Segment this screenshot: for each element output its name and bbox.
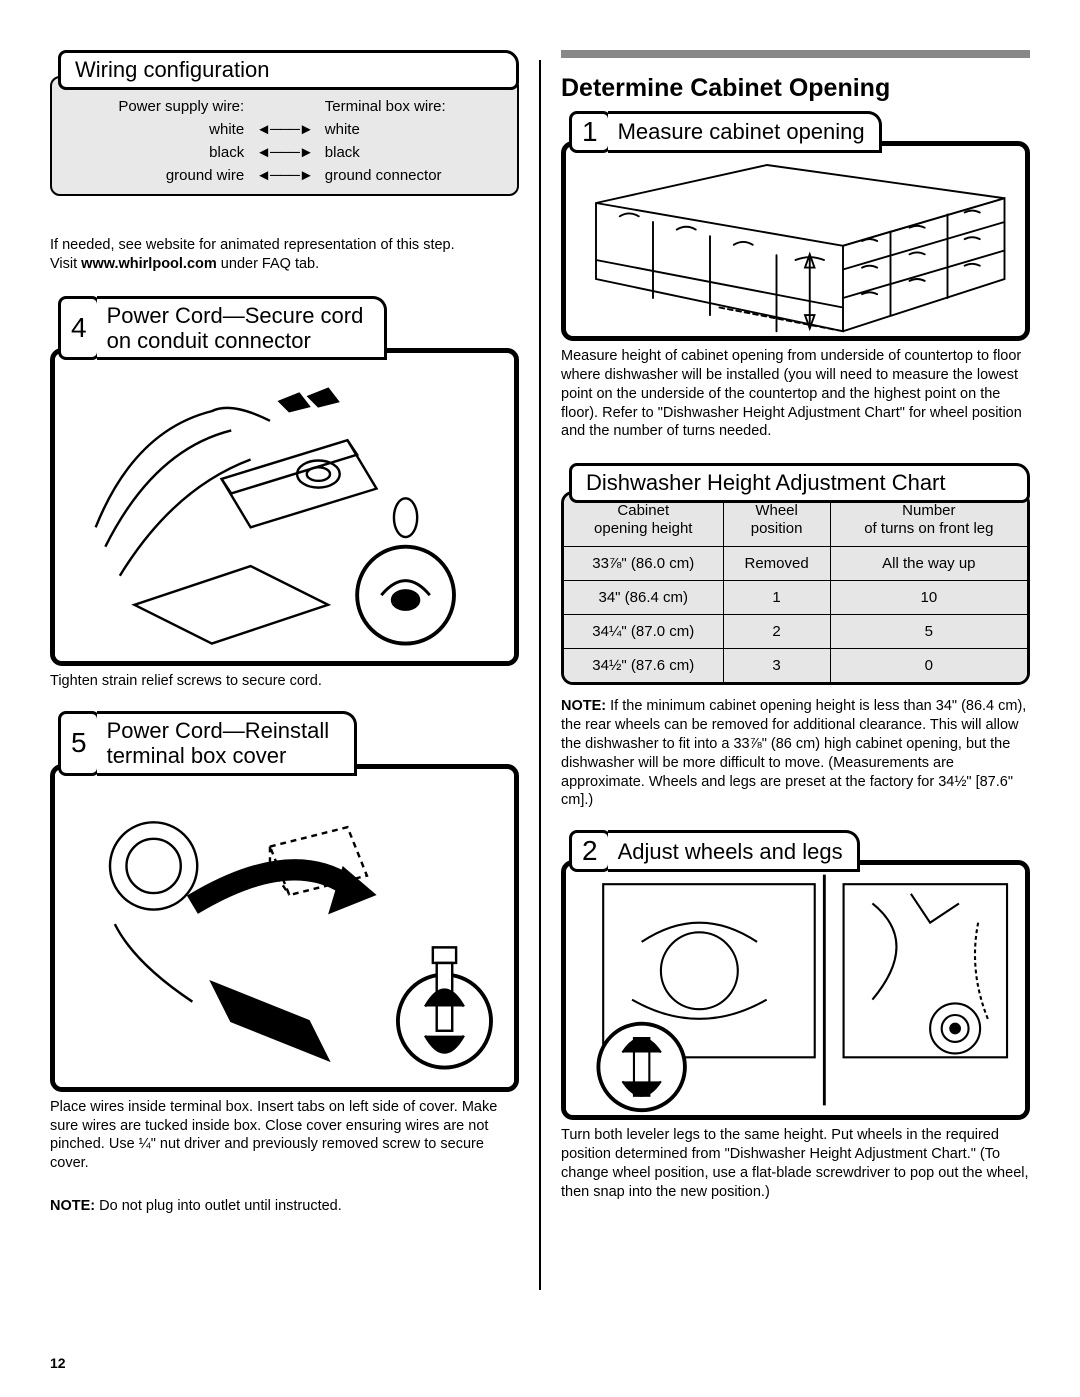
step1-illustration-frame (561, 141, 1030, 341)
website-note-suffix: under FAQ tab. (217, 256, 319, 272)
page-number: 12 (50, 1355, 66, 1371)
step5-illustration-frame (50, 764, 519, 1092)
step1-caption: Measure height of cabinet opening from u… (561, 347, 1030, 441)
terminal-box-diagram-icon (55, 353, 514, 661)
step1-header: 1 Measure cabinet opening (569, 111, 1030, 153)
step1-number: 1 (569, 111, 611, 153)
step4-illustration (55, 353, 514, 661)
left-column: Wiring configuration Power supply wire: T… (50, 50, 519, 1330)
wiring-config-box: Power supply wire: Terminal box wire: whit… (50, 76, 519, 196)
column-divider (539, 60, 541, 1290)
terminal-cover-diagram-icon (55, 769, 514, 1087)
step5-note: NOTE: Do not plug into outlet until inst… (50, 1197, 519, 1216)
website-note-prefix: Visit (50, 256, 81, 272)
table-cell: 34½" (87.6 cm) (564, 649, 723, 683)
table-cell: 5 (830, 615, 1027, 649)
table-cell: Removed (723, 547, 830, 581)
right-column: Determine Cabinet Opening 1 Measure cabi… (561, 50, 1030, 1330)
step5-illustration (55, 769, 514, 1087)
wiring-left-label: Power supply wire: (105, 98, 245, 115)
section-heading: Determine Cabinet Opening (561, 74, 1030, 103)
table-cell: All the way up (830, 547, 1027, 581)
height-adjustment-table: Cabinetopening heightWheelpositionNumber… (564, 494, 1027, 682)
wiring-arrow-icon: ◄───► (256, 144, 313, 161)
step1-title: Measure cabinet opening (608, 111, 882, 153)
step2-number: 2 (569, 830, 611, 872)
wiring-arrow-icon (256, 98, 313, 115)
step4-caption: Tighten strain relief screws to secure c… (50, 672, 519, 691)
cabinet-diagram-icon (566, 146, 1025, 336)
height-chart-title: Dishwasher Height Adjustment Chart (569, 463, 1030, 503)
wiring-arrow-icon: ◄───► (256, 167, 313, 184)
wheels-legs-diagram-icon (566, 865, 1025, 1115)
table-cell: 1 (723, 581, 830, 615)
step2-header: 2 Adjust wheels and legs (569, 830, 1030, 872)
wiring-arrow-icon: ◄───► (256, 121, 313, 138)
table-cell: 3 (723, 649, 830, 683)
step5-note-text: Do not plug into outlet until instructed… (95, 1198, 342, 1214)
section-top-bar (561, 50, 1030, 58)
wiring-left-label: black (105, 144, 245, 161)
table-row: 34½" (87.6 cm)30 (564, 649, 1027, 683)
table-cell: 2 (723, 615, 830, 649)
website-note: If needed, see website for animated repr… (50, 236, 519, 274)
table-cell: 0 (830, 649, 1027, 683)
wiring-right-label: Terminal box wire: (325, 98, 465, 115)
wiring-right-label: white (325, 121, 465, 138)
step5-caption: Place wires inside terminal box. Insert … (50, 1098, 519, 1173)
website-url: www.whirlpool.com (81, 256, 217, 272)
chart-note: NOTE: If the minimum cabinet opening hei… (561, 697, 1030, 810)
wiring-left-label: ground wire (105, 167, 245, 184)
step2-illustration-frame (561, 860, 1030, 1120)
table-cell: 10 (830, 581, 1027, 615)
step2-caption: Turn both leveler legs to the same heigh… (561, 1126, 1030, 1201)
step2-title: Adjust wheels and legs (608, 830, 860, 872)
step5-note-bold: NOTE: (50, 1198, 95, 1214)
step5-number: 5 (58, 711, 100, 776)
table-row: 34¼" (87.0 cm)25 (564, 615, 1027, 649)
website-note-line1: If needed, see website for animated repr… (50, 237, 455, 253)
step4-title: Power Cord—Secure cord on conduit connec… (97, 296, 387, 361)
table-row: 34" (86.4 cm)110 (564, 581, 1027, 615)
step4-header: 4 Power Cord—Secure cord on conduit conn… (58, 296, 519, 361)
chart-note-bold: NOTE: (561, 698, 606, 714)
table-cell: 34" (86.4 cm) (564, 581, 723, 615)
table-cell: 33⅞" (86.0 cm) (564, 547, 723, 581)
table-cell: 34¼" (87.0 cm) (564, 615, 723, 649)
step5-header: 5 Power Cord—Reinstall terminal box cove… (58, 711, 519, 776)
wiring-config-title: Wiring configuration (58, 50, 519, 90)
step2-illustration (566, 865, 1025, 1115)
wiring-left-label: white (105, 121, 245, 138)
table-row: 33⅞" (86.0 cm)RemovedAll the way up (564, 547, 1027, 581)
step4-number: 4 (58, 296, 100, 361)
height-chart-frame: Cabinetopening heightWheelpositionNumber… (561, 491, 1030, 685)
wiring-right-label: black (325, 144, 465, 161)
step4-illustration-frame (50, 348, 519, 666)
wiring-right-label: ground connector (325, 167, 465, 184)
chart-note-text: If the minimum cabinet opening height is… (561, 698, 1026, 808)
step5-title: Power Cord—Reinstall terminal box cover (97, 711, 357, 776)
